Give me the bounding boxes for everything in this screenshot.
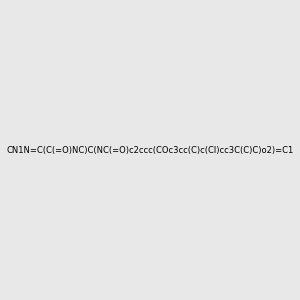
Text: CN1N=C(C(=O)NC)C(NC(=O)c2ccc(COc3cc(C)c(Cl)cc3C(C)C)o2)=C1: CN1N=C(C(=O)NC)C(NC(=O)c2ccc(COc3cc(C)c(… <box>6 146 294 154</box>
